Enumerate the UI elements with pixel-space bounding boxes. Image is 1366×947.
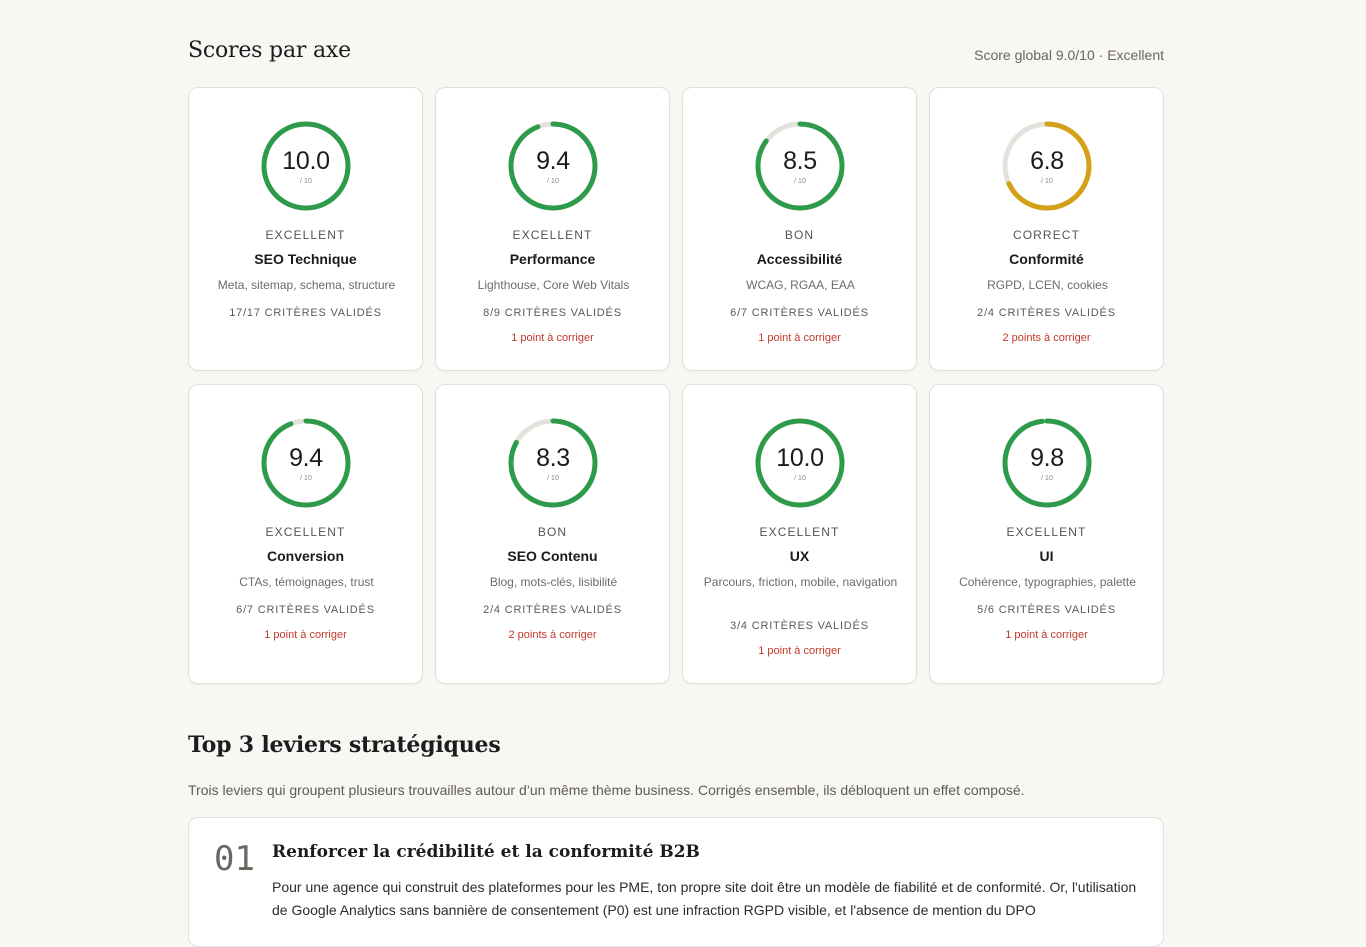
score-ring-graphic — [1002, 121, 1092, 211]
score-ring: 10.0 / 10 — [260, 120, 352, 212]
score-max: / 10 — [794, 475, 806, 482]
axis-description: Lighthouse, Core Web Vitals — [477, 278, 630, 292]
criteria-count: 3/4 CRITÈRES VALIDÉS — [730, 620, 869, 632]
score-ring-progress — [755, 418, 845, 508]
score-ring: 9.8 / 10 — [1001, 417, 1093, 509]
lever-body: Pour une agence qui construit des platef… — [272, 879, 1137, 918]
axis-description: Meta, sitemap, schema, structure — [217, 278, 396, 292]
axis-name: Performance — [509, 251, 596, 267]
score-ring: 6.8 / 10 — [1001, 120, 1093, 212]
axis-description: Parcours, friction, mobile, navigation — [703, 575, 898, 589]
score-ring-graphic — [508, 418, 598, 508]
grade-label: EXCELLENT — [1006, 525, 1087, 539]
fix-count: 2 points à corriger — [508, 629, 597, 641]
fix-count: 1 point à corriger — [511, 332, 594, 344]
score-card[interactable]: 10.0 / 10 EXCELLENT UX Parcours, friction, m… — [682, 384, 917, 684]
lever-title: Renforcer la crédibilité et la conformit… — [272, 842, 700, 862]
criteria-count: 2/4 CRITÈRES VALIDÉS — [483, 604, 622, 616]
scores-header: Scores par axe Score global 9.0/10 · Exc… — [188, 38, 1164, 74]
axis-name: UX — [789, 548, 810, 564]
score-max: / 10 — [1041, 178, 1053, 185]
score-card[interactable]: 9.4 / 10 EXCELLENT Performance Lighthouse, C… — [435, 87, 670, 371]
score-ring: 8.3 / 10 — [507, 417, 599, 509]
axis-description: RGPD, LCEN, cookies — [987, 278, 1108, 292]
score-ring-graphic — [261, 418, 351, 508]
grade-label: CORRECT — [1012, 228, 1081, 242]
axis-name: Conversion — [266, 548, 344, 564]
score-ring-progress — [508, 121, 598, 211]
score-ring: 9.4 / 10 — [260, 417, 352, 509]
axis-name: SEO Technique — [254, 251, 357, 267]
score-max: / 10 — [300, 178, 312, 185]
scores-title: Scores par axe — [188, 38, 351, 63]
score-ring-progress — [755, 121, 845, 211]
score-ring-graphic — [1002, 418, 1092, 508]
score-value: 6.8 — [1030, 147, 1064, 175]
lever-card[interactable]: 01 Renforcer la crédibilité et la confor… — [188, 817, 1164, 947]
criteria-count: 2/4 CRITÈRES VALIDÉS — [977, 307, 1116, 319]
grade-label: BON — [537, 525, 568, 539]
score-ring-graphic — [755, 418, 845, 508]
axis-name: SEO Contenu — [507, 548, 598, 564]
score-ring: 10.0 / 10 — [754, 417, 846, 509]
criteria-count: 17/17 CRITÈRES VALIDÉS — [229, 307, 382, 319]
criteria-count: 6/7 CRITÈRES VALIDÉS — [236, 604, 375, 616]
score-card[interactable]: 10.0 / 10 EXCELLENT SEO Technique Meta, site… — [188, 87, 423, 371]
score-ring: 8.5 / 10 — [754, 120, 846, 212]
fix-count: 1 point à corriger — [264, 629, 347, 641]
levers-subtitle: Trois leviers qui groupent plusieurs tro… — [188, 782, 1025, 798]
score-max: / 10 — [547, 178, 559, 185]
axis-description: CTAs, témoignages, trust — [239, 575, 374, 589]
score-ring-progress — [508, 418, 598, 508]
score-ring-progress — [1002, 418, 1092, 508]
score-card[interactable]: 9.8 / 10 EXCELLENT UI Cohérence, typographie… — [929, 384, 1164, 684]
grade-label: EXCELLENT — [265, 228, 346, 242]
grade-label: EXCELLENT — [265, 525, 346, 539]
score-max: / 10 — [547, 475, 559, 482]
criteria-count: 6/7 CRITÈRES VALIDÉS — [730, 307, 869, 319]
grade-label: EXCELLENT — [759, 525, 840, 539]
axis-name: Accessibilité — [756, 251, 843, 267]
score-value: 10.0 — [282, 147, 330, 175]
fix-count: 1 point à corriger — [758, 332, 841, 344]
score-value: 8.3 — [536, 444, 570, 472]
score-value: 9.4 — [289, 444, 323, 472]
fix-count: 1 point à corriger — [1005, 629, 1088, 641]
score-ring-progress — [261, 418, 351, 508]
score-max: / 10 — [1041, 475, 1053, 482]
score-ring-progress — [261, 121, 351, 211]
score-ring-graphic — [755, 121, 845, 211]
criteria-count: 8/9 CRITÈRES VALIDÉS — [483, 307, 622, 319]
axis-description: Cohérence, typographies, palette — [959, 575, 1136, 589]
grade-label: BON — [784, 228, 815, 242]
score-ring-progress — [1002, 121, 1092, 211]
score-value: 9.4 — [536, 147, 570, 175]
score-max: / 10 — [794, 178, 806, 185]
levers-title: Top 3 leviers stratégiques — [188, 732, 501, 758]
score-card[interactable]: 8.3 / 10 BON SEO Contenu Blog, mots-clés, li… — [435, 384, 670, 684]
score-ring-graphic — [508, 121, 598, 211]
axis-description: WCAG, RGAA, EAA — [746, 278, 855, 292]
score-ring: 9.4 / 10 — [507, 120, 599, 212]
score-card[interactable]: 6.8 / 10 CORRECT Conformité RGPD, LCEN, cook… — [929, 87, 1164, 371]
score-value: 10.0 — [776, 444, 824, 472]
score-card[interactable]: 9.4 / 10 EXCELLENT Conversion CTAs, témoigna… — [188, 384, 423, 684]
axis-name: UI — [1039, 548, 1054, 564]
score-value: 8.5 — [783, 147, 817, 175]
grade-label: EXCELLENT — [512, 228, 593, 242]
fix-count: 1 point à corriger — [758, 645, 841, 657]
score-value: 9.8 — [1030, 444, 1064, 472]
score-ring-graphic — [261, 121, 351, 211]
global-score: Score global 9.0/10 · Excellent — [974, 47, 1164, 63]
lever-number: 01 — [214, 839, 255, 879]
axis-description: Blog, mots-clés, lisibilité — [489, 575, 618, 589]
criteria-count: 5/6 CRITÈRES VALIDÉS — [977, 604, 1116, 616]
score-max: / 10 — [300, 475, 312, 482]
score-card[interactable]: 8.5 / 10 BON Accessibilité WCAG, RGAA, EAA 6/… — [682, 87, 917, 371]
fix-count: 2 points à corriger — [1002, 332, 1091, 344]
axis-name: Conformité — [1009, 251, 1084, 267]
